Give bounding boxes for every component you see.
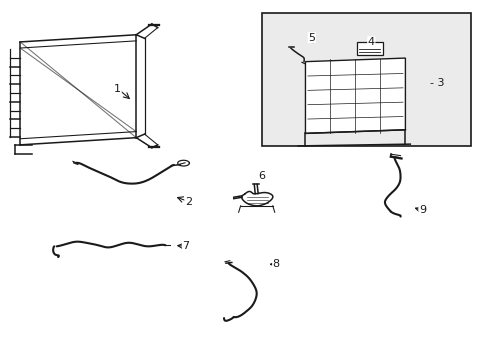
Text: 5: 5 xyxy=(307,33,315,42)
Bar xyxy=(356,41,383,55)
Text: 7: 7 xyxy=(182,241,189,251)
Text: 8: 8 xyxy=(272,259,279,269)
Text: 6: 6 xyxy=(258,171,264,181)
Text: 1: 1 xyxy=(114,84,121,94)
Text: 9: 9 xyxy=(418,206,425,216)
Text: - 3: - 3 xyxy=(429,78,444,88)
Text: 4: 4 xyxy=(367,37,374,47)
Bar xyxy=(261,13,470,146)
Text: 2: 2 xyxy=(184,197,192,207)
Polygon shape xyxy=(305,58,405,134)
